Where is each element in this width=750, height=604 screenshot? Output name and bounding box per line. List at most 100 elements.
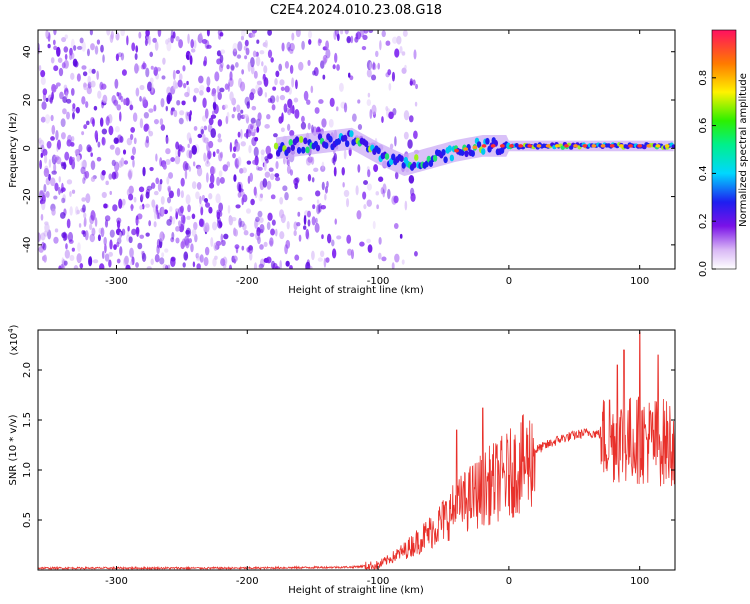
- noise-blob: [362, 34, 368, 40]
- noise-blob: [321, 181, 325, 191]
- noise-blob: [229, 91, 234, 102]
- noise-blob: [231, 113, 235, 119]
- noise-blob: [116, 241, 120, 248]
- noise-blob: [167, 187, 171, 194]
- noise-blob: [336, 106, 339, 112]
- noise-blob: [200, 206, 204, 216]
- noise-blob: [366, 69, 372, 78]
- noise-blob: [334, 30, 339, 37]
- noise-blob: [120, 157, 125, 167]
- noise-blob: [89, 30, 93, 36]
- noise-blob: [196, 255, 201, 262]
- noise-blob: [255, 84, 261, 92]
- noise-blob: [177, 206, 184, 217]
- noise-blob: [111, 159, 116, 167]
- noise-blob: [210, 114, 217, 119]
- noise-blob: [184, 162, 190, 171]
- noise-blob: [250, 117, 256, 124]
- noise-blob: [320, 165, 326, 172]
- noise-blob: [333, 166, 337, 177]
- colorbar: 0.0 0.2 0.4 0.6 0.8 Normalized spectral ampl…: [698, 29, 749, 277]
- noise-blob: [256, 220, 261, 226]
- noise-blob: [263, 160, 267, 171]
- noise-blob: [59, 91, 64, 100]
- noise-blob: [264, 171, 271, 178]
- noise-blob: [237, 41, 243, 52]
- noise-blob: [362, 191, 367, 200]
- noise-blob: [113, 137, 119, 145]
- noise-blob: [250, 132, 256, 137]
- noise-blob: [133, 137, 137, 145]
- noise-blob: [55, 130, 59, 141]
- noise-blob: [258, 263, 263, 269]
- noise-blob: [322, 74, 326, 80]
- noise-blob: [61, 36, 67, 43]
- noise-blob: [63, 233, 68, 241]
- noise-blob: [246, 160, 252, 165]
- signal-peak-blob: [600, 144, 606, 148]
- x-tick-label: -200: [236, 276, 259, 287]
- noise-blob: [64, 151, 70, 161]
- noise-blob: [287, 123, 291, 132]
- noise-blob: [170, 157, 176, 162]
- noise-blob: [336, 33, 340, 42]
- noise-blob: [73, 264, 79, 269]
- noise-blob: [291, 77, 295, 88]
- noise-blob: [40, 144, 45, 154]
- noise-blob: [137, 242, 143, 250]
- noise-blob: [333, 30, 337, 41]
- noise-blob: [180, 190, 184, 199]
- noise-blob: [76, 45, 83, 50]
- noise-blob: [375, 191, 380, 196]
- noise-blob: [178, 39, 183, 49]
- noise-blob: [295, 177, 300, 183]
- noise-blob: [61, 258, 66, 269]
- noise-blob: [105, 180, 109, 186]
- noise-blob: [72, 112, 75, 120]
- noise-blob: [283, 103, 288, 113]
- noise-blob: [71, 189, 76, 194]
- noise-blob: [89, 233, 96, 243]
- noise-blob: [252, 50, 257, 58]
- noise-blob: [118, 198, 123, 209]
- signal-blob: [349, 130, 354, 138]
- noise-blob: [148, 130, 154, 137]
- noise-blob: [175, 208, 179, 214]
- noise-blob: [64, 249, 70, 259]
- noise-blob: [82, 204, 86, 213]
- noise-blob: [160, 196, 165, 205]
- noise-blob: [156, 209, 160, 220]
- noise-blob: [83, 83, 88, 91]
- noise-blob: [83, 171, 87, 181]
- noise-blob: [115, 53, 119, 62]
- noise-blob: [48, 159, 52, 168]
- noise-blob: [86, 144, 92, 153]
- signal-blob: [481, 148, 486, 155]
- noise-blob: [239, 81, 246, 92]
- noise-blob: [160, 97, 165, 108]
- noise-blob: [203, 152, 207, 162]
- noise-blob: [325, 257, 330, 263]
- noise-blob: [269, 237, 274, 247]
- noise-blob: [307, 174, 312, 182]
- noise-blob: [149, 51, 154, 58]
- noise-blob: [109, 229, 115, 238]
- noise-blob: [55, 82, 61, 87]
- noise-blob: [212, 257, 217, 267]
- noise-blob: [237, 112, 242, 121]
- noise-blob: [40, 70, 46, 78]
- noise-blob: [279, 94, 286, 101]
- noise-blob: [112, 204, 118, 212]
- noise-blob: [153, 104, 157, 112]
- noise-blob: [355, 185, 359, 196]
- noise-blob: [145, 30, 150, 37]
- noise-blob: [125, 97, 130, 106]
- noise-blob: [191, 213, 196, 220]
- noise-blob: [180, 214, 186, 224]
- noise-blob: [166, 219, 172, 226]
- noise-blob: [250, 32, 256, 38]
- noise-blob: [329, 97, 335, 107]
- noise-blob: [229, 71, 233, 81]
- noise-blob: [316, 204, 321, 215]
- noise-blob: [145, 135, 150, 144]
